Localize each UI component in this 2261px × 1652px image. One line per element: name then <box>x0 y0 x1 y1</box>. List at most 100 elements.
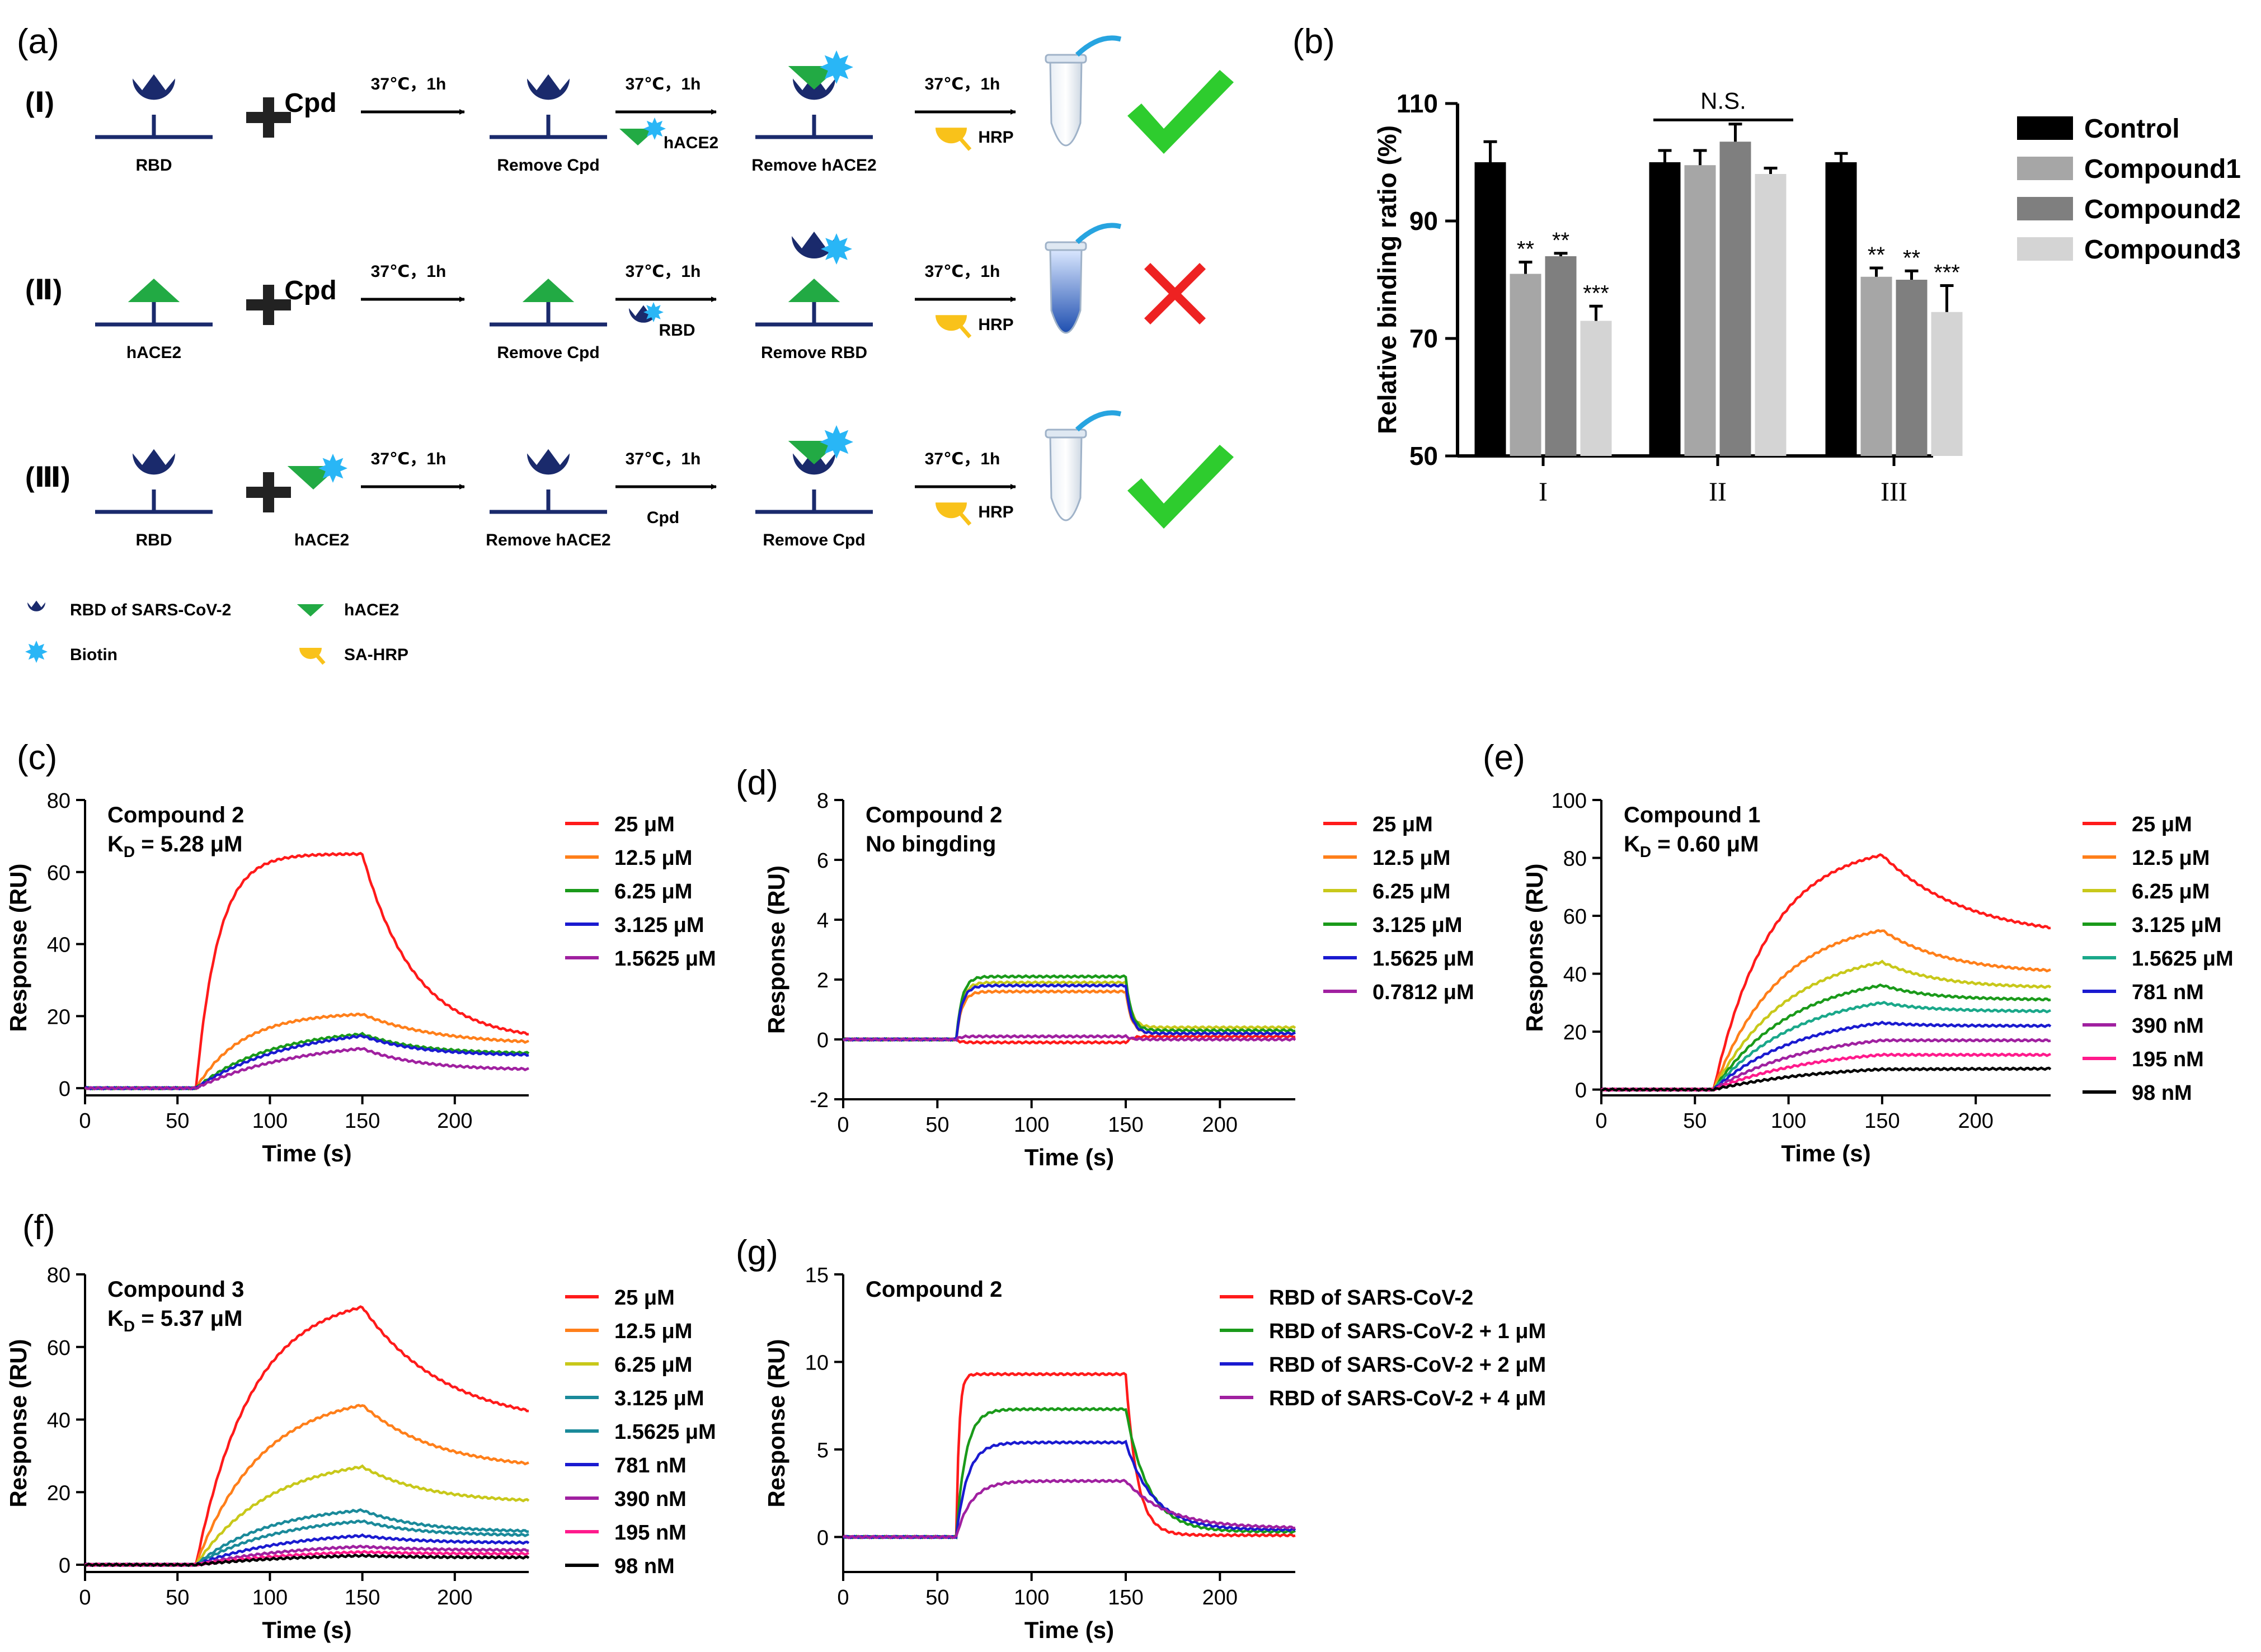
tube-cap <box>1075 410 1122 432</box>
y-tick-label: 80 <box>1563 848 1587 871</box>
x-tick-label: 150 <box>1108 1113 1143 1137</box>
x-tick-label: 200 <box>437 1586 472 1609</box>
chart-title: Compound 2 <box>866 803 1002 827</box>
legend-label: 6.25 μM <box>614 880 692 903</box>
x-tick-label: 200 <box>1202 1586 1238 1609</box>
wash-label: Remove hACE2 <box>751 156 876 175</box>
x-axis-label: Time (s) <box>262 1140 351 1166</box>
y-tick-label: 20 <box>47 1481 70 1505</box>
chart-subtitle: No bingding <box>866 832 996 856</box>
legend-label: Compound1 <box>2084 154 2241 184</box>
y-tick-label: 10 <box>805 1351 829 1375</box>
series-line <box>1601 1066 2052 1092</box>
kd-value: = 5.37 μM <box>135 1306 242 1331</box>
significance-marker: *** <box>1934 261 1960 285</box>
legend-label: RBD of SARS-CoV-2 + 1 μM <box>1269 1320 1546 1343</box>
x-tick-label: 50 <box>1683 1109 1707 1133</box>
x-tick-label: 0 <box>837 1586 849 1609</box>
y-tick-label: 90 <box>1409 206 1438 236</box>
step-condition: 37℃，1h <box>371 450 446 468</box>
panel-label-b: (b) <box>1292 22 1335 61</box>
bar <box>1545 256 1577 456</box>
x-tick-label: 150 <box>1864 1109 1900 1133</box>
x-axis-label: Time (s) <box>262 1617 351 1643</box>
x-tick-label: 0 <box>1595 1109 1607 1133</box>
kd-subscript: D <box>124 843 135 860</box>
y-tick-label: 80 <box>47 789 70 813</box>
x-tick-label: 200 <box>437 1109 472 1133</box>
kd-annotation: KD = 0.60 μM <box>1624 832 1759 860</box>
kd-subscript: D <box>124 1317 135 1335</box>
significance-marker: *** <box>1583 281 1609 305</box>
wash-label: Remove RBD <box>761 343 867 362</box>
legend-label: Control <box>2084 114 2180 144</box>
panel-label-a: (a) <box>17 22 59 61</box>
biotin-icon <box>820 425 853 459</box>
eppendorf-tube-icon <box>1049 248 1083 334</box>
legend-label: 1.5625 μM <box>614 1420 716 1444</box>
series-line <box>84 851 529 1091</box>
legend-label: 25 μM <box>2132 813 2192 836</box>
legend-label: 25 μM <box>614 813 675 836</box>
y-tick-label: 100 <box>1552 789 1587 813</box>
hace2-icon <box>128 279 180 302</box>
rbd-icon <box>629 305 658 323</box>
kd-value: = 5.28 μM <box>135 832 242 856</box>
legend-label: 781 nM <box>2132 981 2204 1004</box>
y-axis-label: Relative binding ratio (%) <box>1372 125 1402 434</box>
reagent-label: HRP <box>978 503 1013 521</box>
immobilized-label: RBD <box>136 156 172 175</box>
legend-label: 195 nM <box>2132 1048 2204 1071</box>
legend-label: 25 μM <box>1372 813 1433 836</box>
x-tick-label: 50 <box>166 1586 189 1609</box>
x-axis-label: Time (s) <box>1024 1144 1114 1170</box>
wash-label: Remove hACE2 <box>486 531 610 549</box>
y-tick-label: 20 <box>47 1005 70 1029</box>
y-tick-label: 8 <box>817 789 829 813</box>
chart-title: Compound 3 <box>107 1277 244 1302</box>
x-tick-label: 100 <box>252 1109 288 1133</box>
legend-label: 3.125 μM <box>614 914 704 937</box>
reagent-label: RBD <box>659 321 695 340</box>
reagent-label: HRP <box>978 316 1013 334</box>
y-axis-label: Response (RU) <box>763 1339 789 1507</box>
legend-label: hACE2 <box>344 601 399 619</box>
x-tick-label: 150 <box>345 1586 380 1609</box>
x-tick-label: 50 <box>166 1109 189 1133</box>
legend-label: 98 nM <box>2132 1081 2192 1105</box>
x-tick-label: 150 <box>345 1109 380 1133</box>
y-tick-label: 40 <box>47 1409 70 1433</box>
bar <box>1580 321 1612 456</box>
biotin-icon <box>643 117 666 140</box>
rbd-icon <box>527 449 570 475</box>
ns-label: N.S. <box>1700 87 1746 114</box>
tube-rim <box>1045 241 1087 251</box>
wash-label: Remove Cpd <box>497 156 599 175</box>
y-axis-label: Response (RU) <box>763 865 789 1034</box>
kd-prefix: K <box>107 1306 124 1331</box>
x-tick-label: 50 <box>925 1586 949 1609</box>
bar <box>1755 174 1787 456</box>
x-tick-label: 0 <box>79 1109 91 1133</box>
y-tick-label: 110 <box>1397 89 1438 118</box>
tube-cap <box>1075 223 1122 244</box>
legend-label: SA-HRP <box>344 646 408 664</box>
hace2-icon <box>788 66 840 90</box>
series-line <box>84 1553 530 1568</box>
x-tick-label: 0 <box>79 1586 91 1609</box>
legend-label: 3.125 μM <box>2132 914 2222 937</box>
plus-icon <box>246 472 291 512</box>
bar <box>1719 142 1751 456</box>
x-tick-label: 100 <box>252 1586 288 1609</box>
legend-label: Biotin <box>70 646 117 664</box>
sa-hrp-handle <box>957 135 972 151</box>
y-tick-label: 4 <box>817 909 829 933</box>
step-condition: 37℃，1h <box>371 75 446 93</box>
biotin-icon <box>318 454 347 483</box>
legend-label: 12.5 μM <box>614 846 692 870</box>
kd-prefix: K <box>107 832 124 856</box>
x-tick-label: 100 <box>1014 1586 1049 1609</box>
legend-swatch <box>2017 237 2073 261</box>
